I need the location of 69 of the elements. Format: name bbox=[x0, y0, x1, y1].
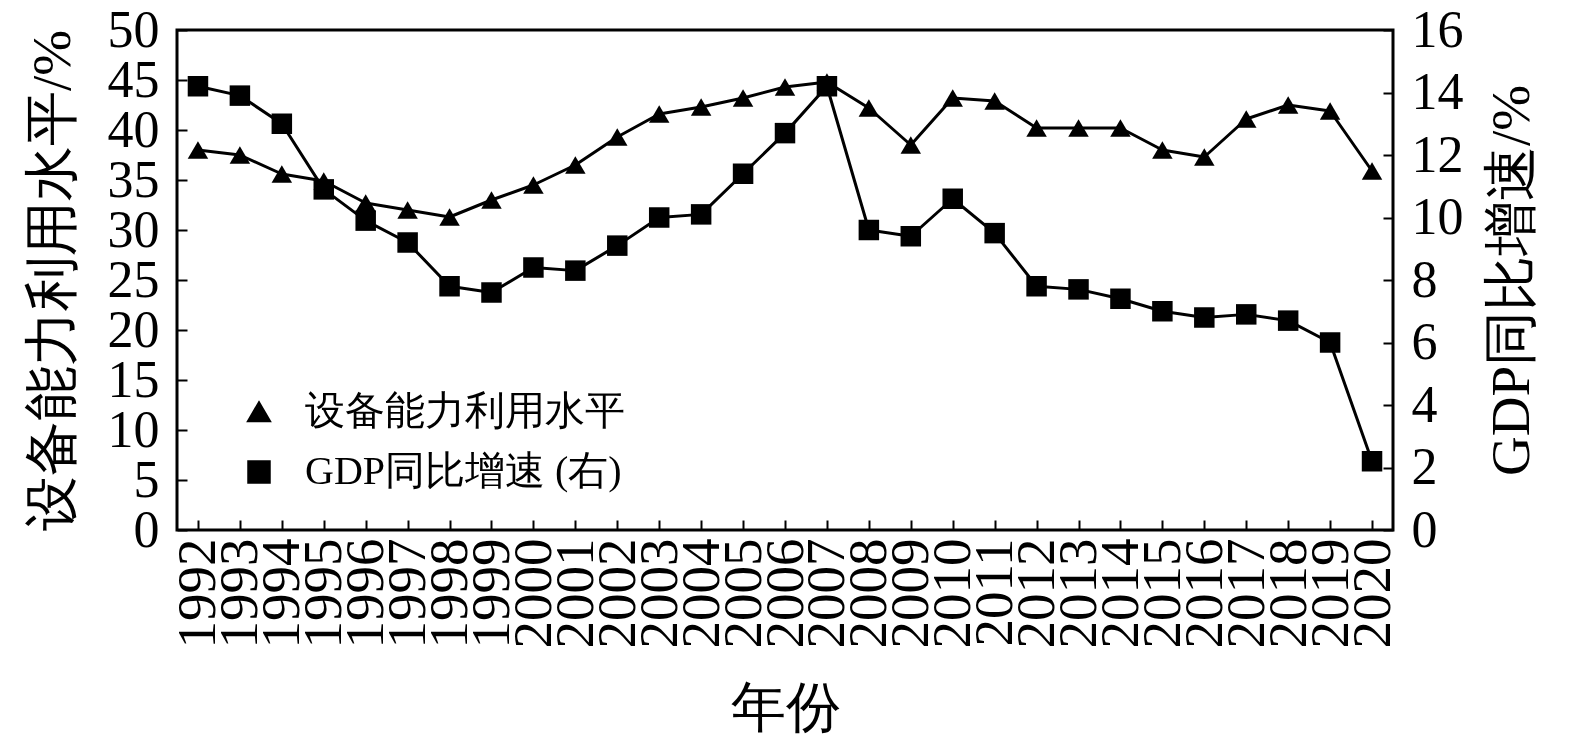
y2-axis-title: GDP同比增速/% bbox=[1479, 84, 1541, 477]
point bbox=[565, 260, 586, 281]
point bbox=[648, 105, 670, 123]
point bbox=[439, 276, 460, 297]
point bbox=[271, 113, 293, 134]
point bbox=[1235, 110, 1257, 128]
point bbox=[1026, 119, 1047, 137]
legend-label: 设备能力利用水平 bbox=[305, 388, 625, 433]
point bbox=[1026, 276, 1047, 297]
point bbox=[690, 98, 712, 116]
y2-tick-label: 12 bbox=[1411, 125, 1464, 183]
point bbox=[1110, 119, 1131, 137]
point bbox=[607, 235, 628, 256]
point bbox=[1319, 102, 1341, 120]
point bbox=[858, 99, 880, 117]
point bbox=[481, 282, 502, 303]
point bbox=[1152, 301, 1173, 322]
point bbox=[397, 201, 418, 219]
point bbox=[984, 92, 1005, 110]
y2-tick-label: 2 bbox=[1411, 438, 1438, 495]
point bbox=[1277, 310, 1299, 331]
point bbox=[732, 89, 754, 107]
point bbox=[900, 136, 922, 154]
point bbox=[1068, 279, 1089, 300]
point bbox=[1194, 148, 1215, 166]
legend-label: GDP同比增速 (右) bbox=[305, 448, 622, 493]
point bbox=[1361, 451, 1383, 472]
point bbox=[984, 222, 1005, 244]
point bbox=[1194, 307, 1215, 328]
point bbox=[1068, 119, 1089, 137]
y2-tick-label: 4 bbox=[1411, 375, 1438, 433]
point bbox=[942, 188, 963, 209]
point bbox=[1361, 162, 1383, 180]
point bbox=[187, 76, 209, 97]
y2-tick-label: 14 bbox=[1411, 63, 1464, 120]
y2-tick-label: 6 bbox=[1411, 313, 1438, 370]
point bbox=[523, 257, 544, 278]
point bbox=[271, 165, 293, 183]
point bbox=[690, 204, 712, 225]
point bbox=[1319, 332, 1341, 353]
point bbox=[858, 219, 880, 241]
point bbox=[607, 128, 628, 146]
point bbox=[900, 226, 922, 247]
point bbox=[187, 141, 209, 159]
y-axis-title: 设备能力利用水平/% bbox=[20, 29, 82, 532]
point bbox=[1235, 304, 1257, 325]
point bbox=[397, 232, 418, 253]
point bbox=[1277, 96, 1299, 114]
point bbox=[774, 78, 796, 96]
y2-tick-label: 16 bbox=[1411, 0, 1464, 58]
point bbox=[648, 207, 670, 228]
point bbox=[774, 122, 796, 144]
point bbox=[355, 210, 376, 231]
y2-tick-label: 0 bbox=[1411, 500, 1438, 558]
point bbox=[313, 179, 335, 200]
point bbox=[816, 76, 838, 97]
point bbox=[1152, 141, 1173, 159]
point bbox=[439, 208, 460, 226]
point bbox=[229, 85, 251, 106]
point bbox=[1110, 288, 1131, 309]
point bbox=[523, 176, 544, 194]
y2-tick-label: 8 bbox=[1411, 250, 1438, 308]
point bbox=[229, 146, 251, 164]
x-axis-title: 年份 bbox=[730, 676, 841, 738]
point bbox=[942, 89, 963, 107]
y2-tick-label: 10 bbox=[1411, 188, 1464, 245]
point bbox=[732, 163, 754, 184]
point bbox=[565, 156, 586, 174]
point bbox=[481, 191, 502, 209]
